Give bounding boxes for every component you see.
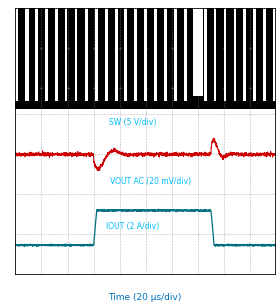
Bar [15, 109, 276, 274]
Text: VOUT AC (20 mV/div): VOUT AC (20 mV/div) [110, 177, 192, 186]
Text: SW (5 V/div): SW (5 V/div) [109, 118, 157, 127]
Text: IOUT (2 A/div): IOUT (2 A/div) [106, 222, 159, 231]
Text: Time (20 μs/div): Time (20 μs/div) [109, 293, 182, 302]
Bar [15, 8, 276, 109]
